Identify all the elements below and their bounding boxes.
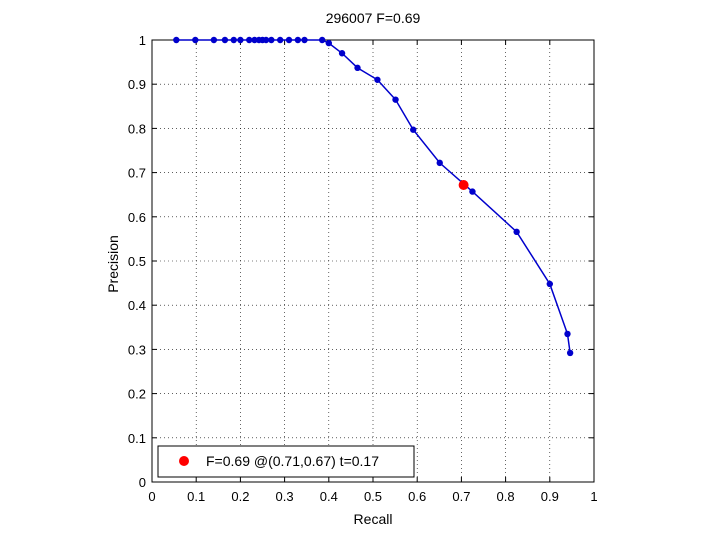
y-tick-label: 0.8	[128, 121, 146, 136]
y-tick-label: 0.3	[128, 342, 146, 357]
x-tick-label: 0.2	[231, 489, 249, 504]
highlight-group	[458, 179, 469, 190]
x-tick-label: 0.5	[364, 489, 382, 504]
x-tick-label: 0.6	[408, 489, 426, 504]
x-tick-label: 0.9	[541, 489, 559, 504]
y-tick-label: 0.9	[128, 77, 146, 92]
pr-curve-point	[173, 36, 180, 44]
grid-lines	[152, 40, 594, 482]
pr-curve-point	[246, 36, 253, 44]
series-group	[173, 36, 574, 357]
y-tick-label: 0.2	[128, 387, 146, 402]
pr-curve-point	[192, 36, 199, 44]
x-tick-label: 0.1	[187, 489, 205, 504]
x-tick-label: 0.7	[452, 489, 470, 504]
pr-curve-point	[237, 36, 244, 44]
y-tick-label: 0.6	[128, 210, 146, 225]
pr-curve-point	[564, 330, 571, 338]
x-tick-label: 1	[590, 489, 597, 504]
legend-label: F=0.69 @(0.71,0.67) t=0.17	[206, 453, 379, 469]
y-tick-label: 0.1	[128, 431, 146, 446]
pr-curve-point	[325, 39, 332, 47]
pr-curve-point	[513, 228, 520, 236]
pr-curve-point	[566, 349, 574, 357]
pr-curve-point	[210, 36, 218, 44]
x-axis-ticks: 0 0.1 0.2 0.3 0.4 0.5 0.6 0.7 0.8 0.9 1	[148, 40, 598, 504]
x-tick-label: 0.3	[276, 489, 294, 504]
legend: F=0.69 @(0.71,0.67) t=0.17	[157, 445, 415, 478]
pr-curve-point	[436, 159, 443, 167]
pr-curve-point	[392, 96, 399, 103]
legend-box	[157, 445, 415, 478]
y-tick-label: 0.5	[128, 254, 146, 269]
pr-curve-point	[469, 188, 476, 195]
best-f-point	[458, 179, 469, 190]
y-tick-label: 0.7	[128, 166, 146, 181]
x-tick-label: 0	[148, 489, 155, 504]
y-axis-label: Precision	[105, 235, 121, 293]
y-tick-label: 0.4	[128, 298, 146, 313]
pr-curve-point	[268, 36, 275, 44]
x-axis-label: Recall	[354, 511, 393, 527]
pr-curve-point	[221, 36, 229, 44]
y-tick-label: 0	[139, 475, 146, 490]
pr-curve-point	[546, 280, 553, 288]
pr-curve-point	[276, 36, 284, 44]
chart-title: 296007 F=0.69	[326, 10, 421, 26]
pr-curve-point	[294, 36, 302, 44]
pr-curve-point	[410, 126, 417, 133]
pr-curve-point	[251, 36, 258, 44]
y-tick-label: 1	[139, 33, 146, 48]
x-tick-label: 0.4	[320, 489, 338, 504]
pr-curve-point	[301, 36, 308, 44]
y-axis-ticks: 0 0.1 0.2 0.3 0.4 0.5 0.6 0.7 0.8 0.9 1	[128, 33, 594, 490]
x-tick-label: 0.8	[497, 489, 515, 504]
pr-curve-point	[285, 36, 293, 44]
pr-curve-point	[374, 76, 381, 83]
pr-curve-point	[262, 36, 270, 44]
pr-curve-point	[230, 36, 237, 44]
pr-curve-point	[318, 36, 326, 44]
pr-curve-point	[338, 50, 346, 57]
legend-marker	[179, 456, 189, 466]
pr-curve-point	[354, 64, 361, 72]
